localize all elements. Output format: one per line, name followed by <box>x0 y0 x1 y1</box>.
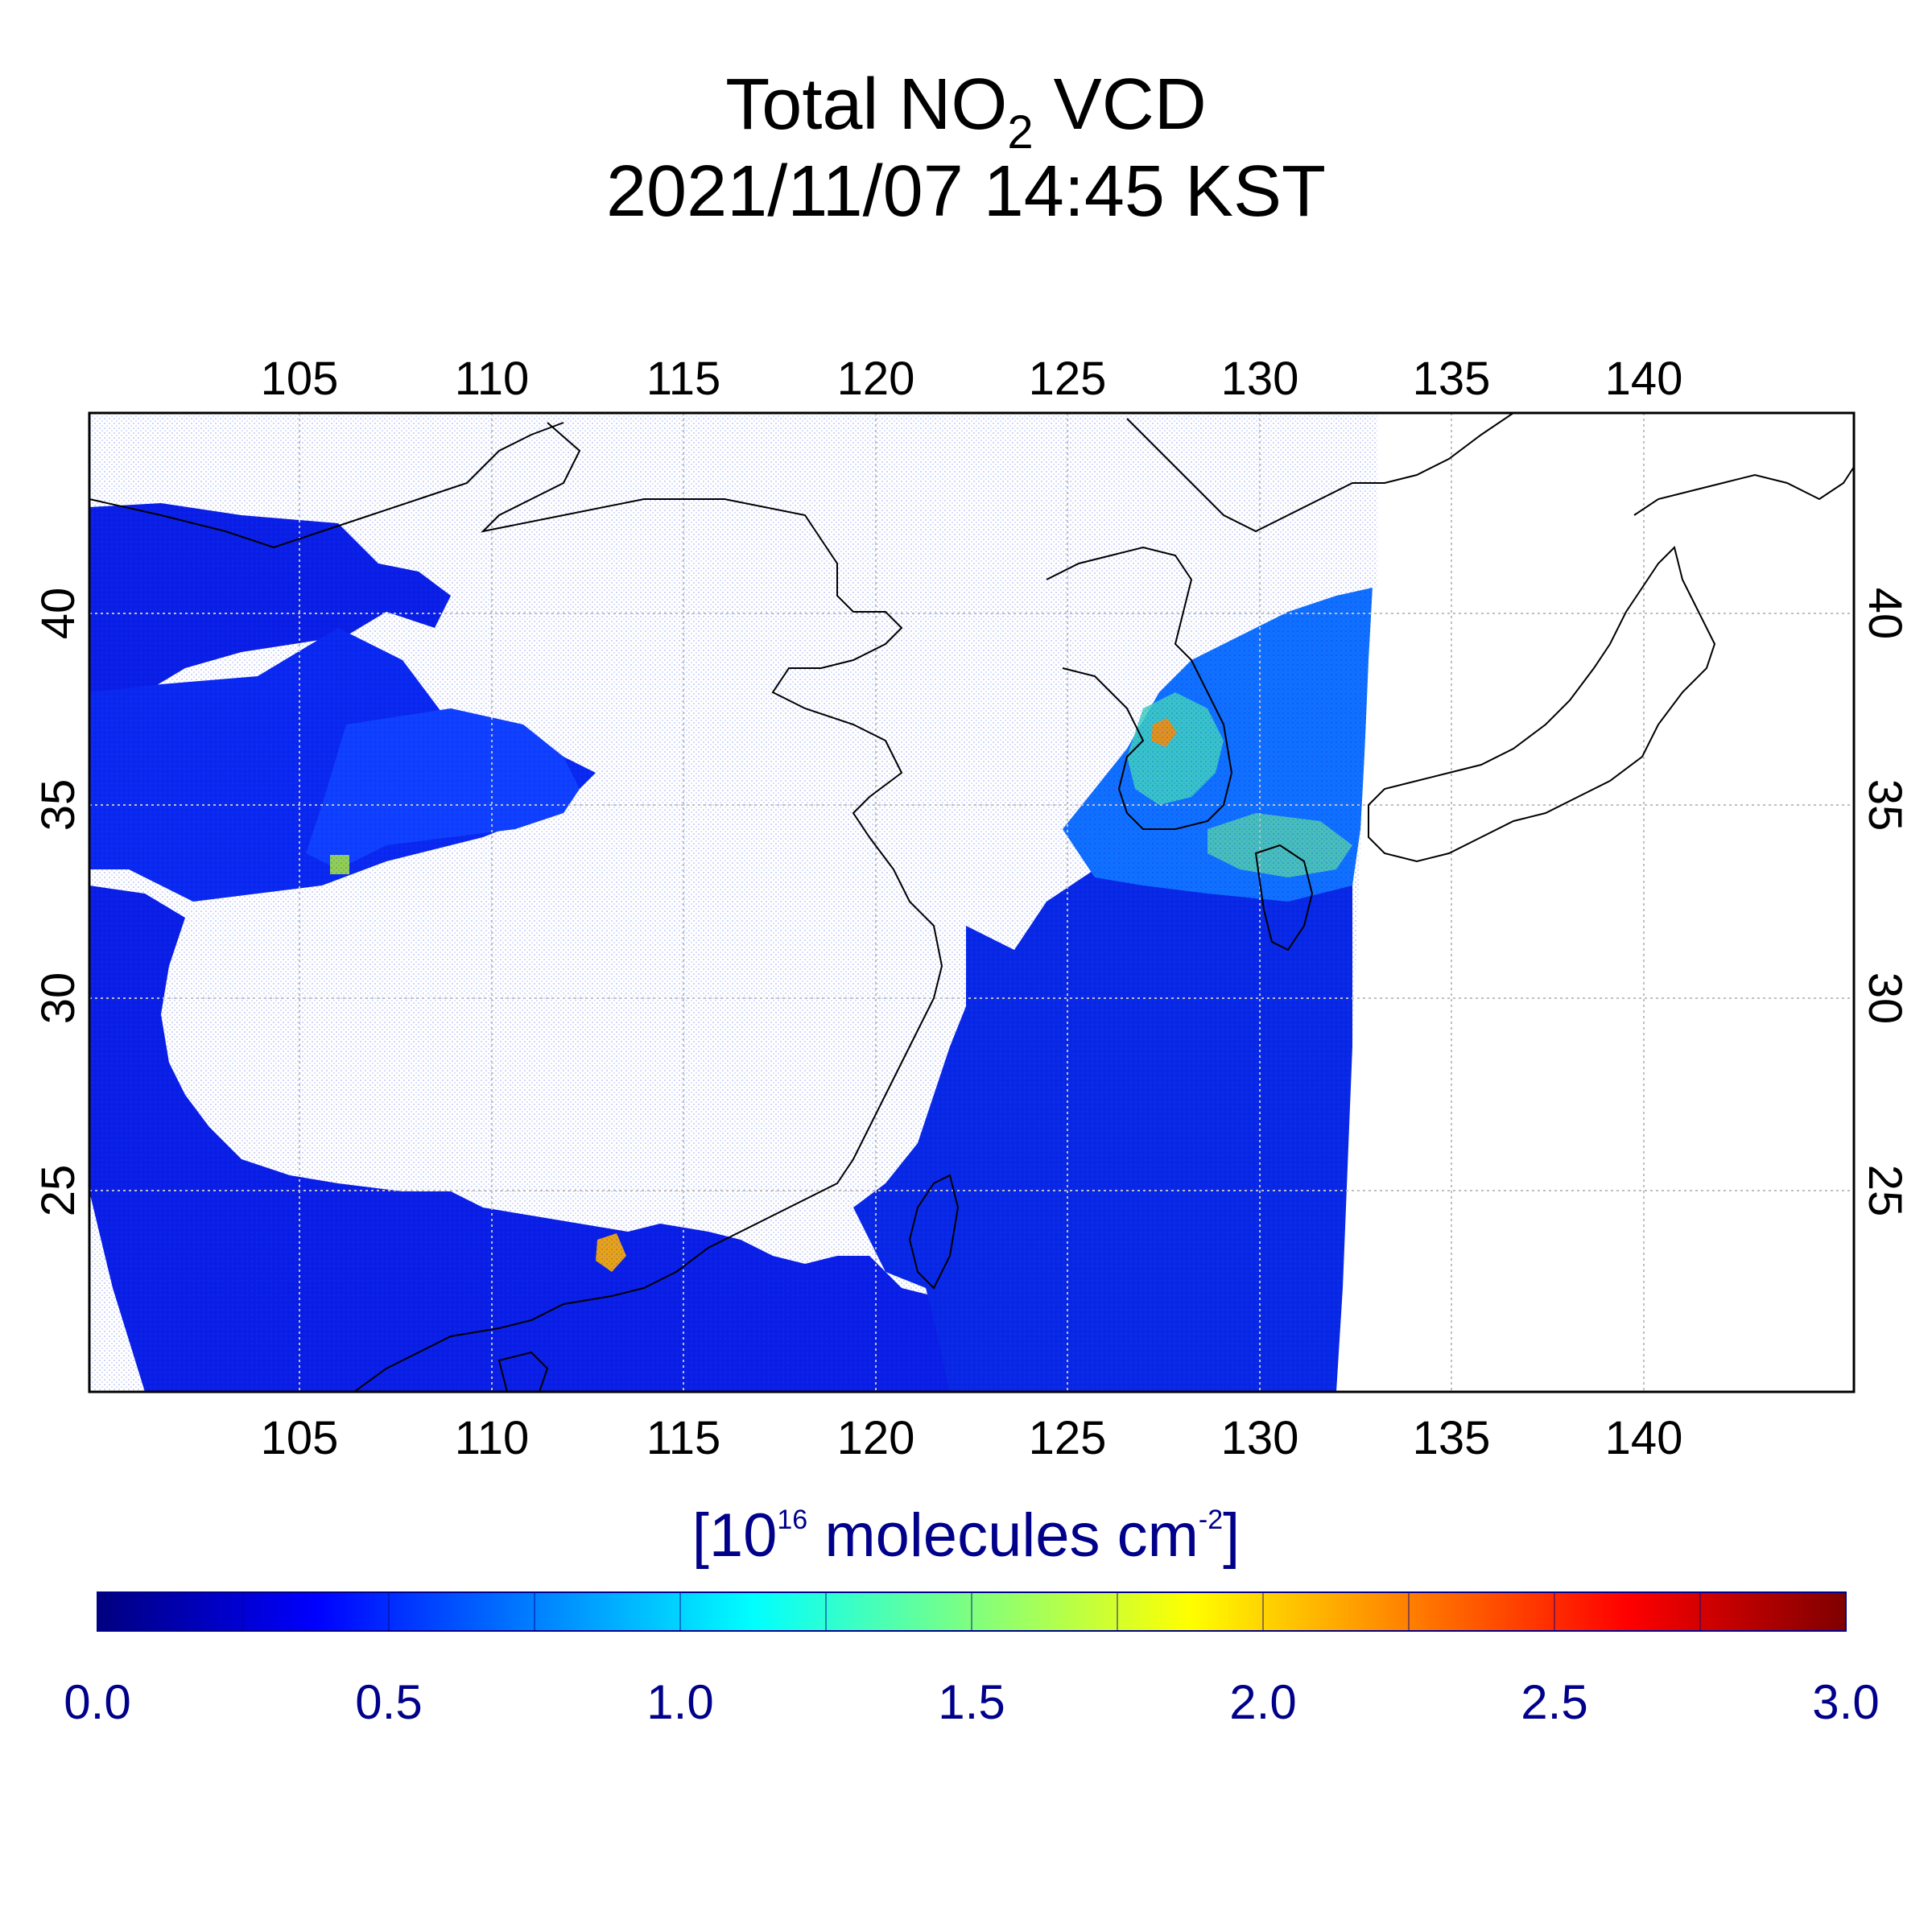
coastlines <box>89 413 1854 1392</box>
lon-tick-top: 125 <box>1029 353 1107 405</box>
lon-tick-top: 105 <box>261 353 339 405</box>
colorbar-tick-label: 0.0 <box>64 1675 130 1729</box>
lon-tick-bottom: 115 <box>646 1412 720 1464</box>
lon-tick-bottom: 120 <box>837 1412 915 1464</box>
russia-border <box>1126 413 1514 533</box>
lat-tick-right: 35 <box>1859 779 1911 832</box>
lon-tick-top: 120 <box>837 353 915 405</box>
map-gridlines <box>89 413 1854 1392</box>
lon-tick-top: 140 <box>1605 353 1683 405</box>
unit-exponent-2: -2 <box>1199 1505 1223 1535</box>
unit-close: ] <box>1223 1501 1240 1570</box>
colorbar-unit-label: [1016 molecules cm-2] <box>692 1501 1241 1570</box>
lat-tick-left: 25 <box>32 1165 85 1217</box>
lat-tick-left: 35 <box>32 779 85 832</box>
unit-exponent: 16 <box>777 1505 807 1535</box>
lon-tick-top: 135 <box>1413 353 1491 405</box>
lon-tick-bottom: 135 <box>1413 1412 1491 1464</box>
unit-open: [10 <box>692 1501 778 1570</box>
colorbar-tick-label: 1.0 <box>646 1675 713 1729</box>
colorbar-tick-label: 2.5 <box>1521 1675 1587 1729</box>
lat-tick-right: 40 <box>1859 588 1911 640</box>
lon-tick-bottom: 105 <box>261 1412 339 1464</box>
swath-blank-east <box>1336 588 1854 1392</box>
lat-tick-left: 40 <box>32 588 85 640</box>
map-panel <box>89 413 1854 1392</box>
right-lat-labels: 25 30 35 40 <box>1859 588 1911 1217</box>
colorbar-tick-label: 2.0 <box>1229 1675 1296 1729</box>
colorbar-labels: 0.0 0.5 1.0 1.5 2.0 2.5 3.0 <box>64 1675 1879 1729</box>
japan-coast <box>1368 546 1716 863</box>
top-lon-labels: 105 110 115 120 125 130 135 140 <box>261 353 1683 405</box>
lat-tick-right: 30 <box>1859 972 1911 1025</box>
lat-tick-right: 25 <box>1859 1165 1911 1217</box>
unit-mid: molecules cm <box>807 1501 1199 1570</box>
kyushu-coast <box>1254 844 1314 952</box>
left-lat-labels: 25 30 35 40 <box>32 588 85 1217</box>
lon-tick-bottom: 110 <box>455 1412 529 1464</box>
taiwan-coast <box>908 1174 960 1290</box>
colorbar-tick-label: 1.5 <box>938 1675 1005 1729</box>
title-line-2: 2021/11/07 14:45 KST <box>606 151 1326 232</box>
bottom-lon-labels: 105 110 115 120 125 130 135 140 <box>261 1412 1683 1464</box>
lon-tick-bottom: 130 <box>1221 1412 1299 1464</box>
title-suffix: VCD <box>1034 64 1207 145</box>
lon-tick-bottom: 140 <box>1605 1412 1683 1464</box>
china-coast <box>353 422 943 1392</box>
no2-noise-overlay <box>89 413 1377 1392</box>
title-subscript: 2 <box>1007 106 1033 159</box>
lat-tick-left: 30 <box>32 972 85 1025</box>
title-line-1: Total NO2 VCD <box>725 64 1206 159</box>
lon-tick-bottom: 125 <box>1029 1412 1107 1464</box>
colorbar-tick-label: 3.0 <box>1812 1675 1879 1729</box>
hainan-coast <box>497 1351 549 1392</box>
colorbar-ticks <box>242 1592 1701 1631</box>
mongolia-border <box>89 422 564 549</box>
lon-tick-top: 110 <box>455 353 529 405</box>
lon-tick-top: 115 <box>646 353 720 405</box>
colorbar-tick-label: 0.5 <box>355 1675 422 1729</box>
hokkaido-coast <box>1633 466 1854 516</box>
map-frame <box>88 411 1856 1393</box>
korea-coast <box>1046 546 1233 830</box>
lon-tick-top: 130 <box>1221 353 1299 405</box>
title-prefix: Total NO <box>725 64 1007 145</box>
